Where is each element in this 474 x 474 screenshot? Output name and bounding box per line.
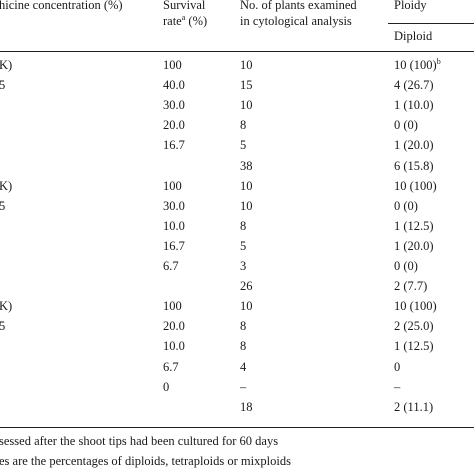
header-survival-line2: ratea (%) [163, 13, 208, 29]
cell-diploid: 10 (100) [394, 299, 437, 313]
cell-survival-rate: 100 [163, 179, 182, 193]
cell-diploid: 10 (100)b [394, 57, 441, 73]
header-examined-line1: No. of plants examined [240, 0, 357, 12]
cell-diploid: 0 (0) [394, 199, 418, 213]
footnote-a: sessed after the shoot tips had been cul… [0, 434, 279, 448]
cell-diploid: 2 (25.0) [394, 319, 434, 333]
cell-plants-examined: 8 [240, 339, 247, 353]
cell-survival-rate: 10.0 [163, 219, 185, 233]
footnote-marker-a: a [181, 13, 186, 22]
cell-plants-examined: 10 [240, 179, 253, 193]
cell-diploid: 10 (100) [394, 179, 437, 193]
cell-survival-rate: 30.0 [163, 199, 185, 213]
cell-plants-examined: 10 [240, 299, 253, 313]
cell-diploid: 0 [394, 360, 401, 374]
cell-survival-rate: 30.0 [163, 98, 185, 112]
cell-concentration: 5 [0, 199, 6, 213]
footnote-marker-b: b [436, 57, 441, 66]
cell-plants-examined: 10 [240, 58, 253, 72]
cell-survival-rate: 6.7 [163, 360, 179, 374]
cell-survival-rate: 20.0 [163, 319, 185, 333]
cell-plants-examined: 15 [240, 78, 253, 92]
cell-diploid: 2 (11.1) [394, 400, 434, 414]
cell-concentration: 5 [0, 319, 6, 333]
cell-survival-rate: 100 [163, 299, 182, 313]
cell-plants-examined: 5 [240, 138, 247, 152]
cell-plants-examined: 10 [240, 98, 253, 112]
cell-diploid: 2 (7.7) [394, 279, 428, 293]
cell-plants-examined: 3 [240, 259, 247, 273]
cell-concentration: K) [0, 179, 13, 193]
header-ploidy: Ploidy [394, 0, 427, 12]
header-diploid: Diploid [394, 29, 433, 43]
cell-diploid: 4 (26.7) [394, 78, 434, 92]
cell-survival-rate: 6.7 [163, 259, 179, 273]
cell-plants-examined: 38 [240, 159, 253, 173]
ploidy-group-rule [388, 23, 474, 24]
cell-plants-examined: 18 [240, 400, 253, 414]
cell-survival-rate: 16.7 [163, 138, 185, 152]
footnote-b: es are the percentages of diploids, tetr… [0, 454, 291, 468]
header-examined-line2: in cytological analysis [240, 14, 352, 28]
cell-concentration: K) [0, 58, 13, 72]
cell-concentration: K) [0, 299, 13, 313]
cell-diploid: 0 (0) [394, 259, 418, 273]
cell-plants-examined: 26 [240, 279, 253, 293]
cell-survival-rate: 20.0 [163, 118, 185, 132]
cell-diploid: 1 (20.0) [394, 138, 434, 152]
cell-plants-examined: 8 [240, 118, 247, 132]
cell-plants-examined: 8 [240, 319, 247, 333]
cell-diploid: 1 (20.0) [394, 239, 434, 253]
cell-concentration: 5 [0, 78, 6, 92]
cell-survival-rate: 100 [163, 58, 182, 72]
table-bottom-rule [0, 427, 474, 428]
cell-diploid: 0 (0) [394, 118, 418, 132]
cell-plants-examined: 10 [240, 199, 253, 213]
cell-plants-examined: 5 [240, 239, 247, 253]
cell-diploid: 1 (12.5) [394, 219, 434, 233]
header-concentration: hicine concentration (%) [0, 0, 123, 12]
header-bottom-rule [0, 51, 474, 52]
cell-diploid: – [394, 380, 401, 394]
cell-survival-rate: 10.0 [163, 339, 185, 353]
cell-survival-rate: 0 [163, 380, 170, 394]
header-survival-line1: Survival [163, 0, 206, 12]
cell-survival-rate: 16.7 [163, 239, 185, 253]
cell-plants-examined: 8 [240, 219, 247, 233]
cell-survival-rate: 40.0 [163, 78, 185, 92]
cell-plants-examined: 4 [240, 360, 247, 374]
cell-diploid: 1 (12.5) [394, 339, 434, 353]
cell-diploid: 6 (15.8) [394, 159, 434, 173]
cell-plants-examined: – [240, 380, 247, 394]
cell-diploid: 1 (10.0) [394, 98, 434, 112]
